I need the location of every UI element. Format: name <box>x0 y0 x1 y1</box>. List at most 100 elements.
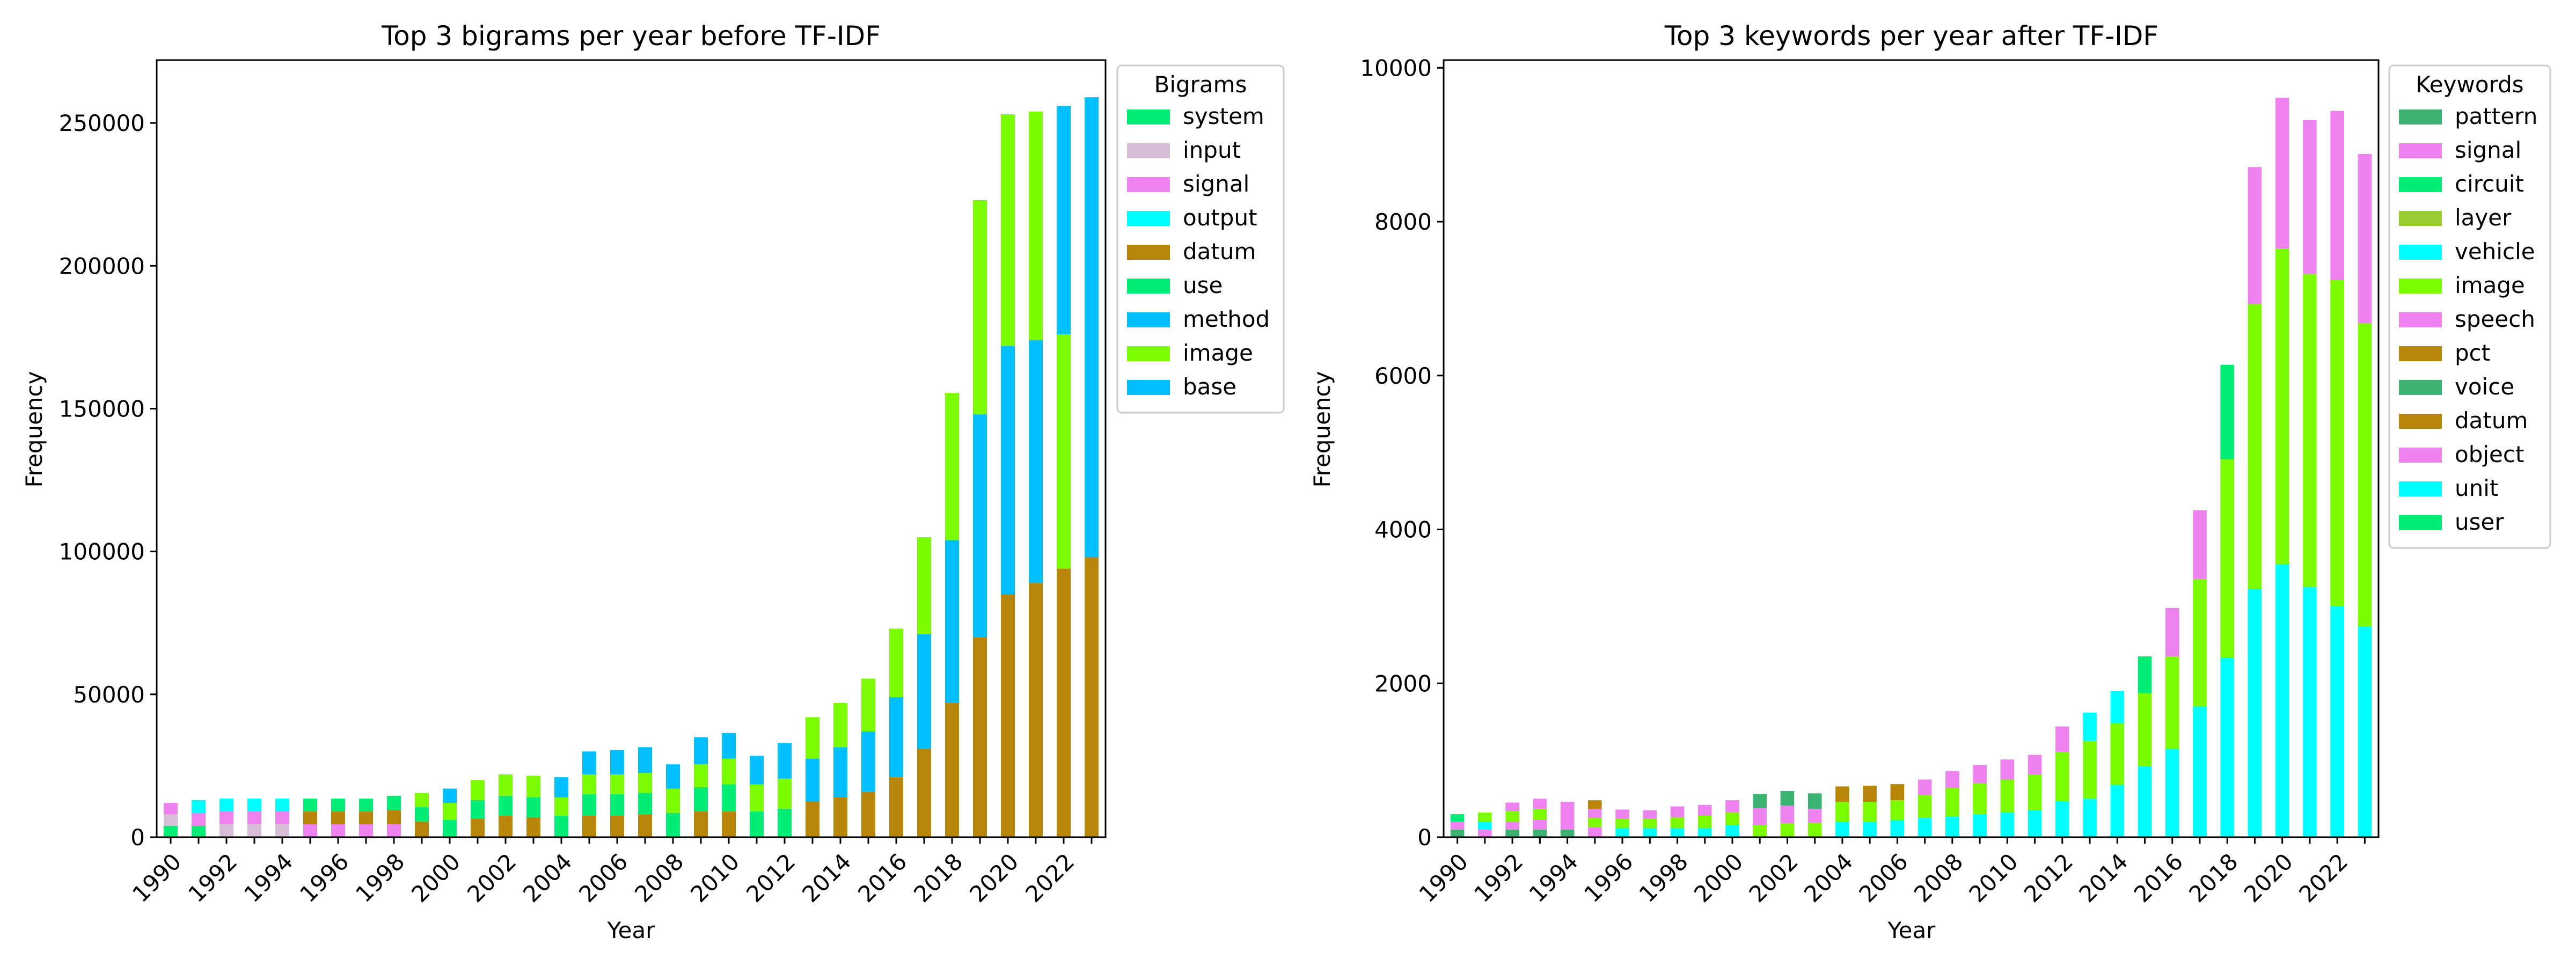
legend-label-circuit: circuit <box>2455 171 2524 197</box>
bar-segment-system-1990 <box>164 825 178 837</box>
bar-segment-speech-1996 <box>1615 809 1629 819</box>
chart-title: Top 3 keywords per year after TF-IDF <box>1664 20 2158 52</box>
bar-segment-image-2012 <box>2055 751 2069 801</box>
bar-segment-vehicle-2023 <box>2358 626 2372 837</box>
bar-segment-use-2007 <box>638 793 652 815</box>
bar-segment-vehicle-2022 <box>2330 606 2344 837</box>
bar-segment-output-1993 <box>247 799 261 812</box>
legend-title: Keywords <box>2416 71 2523 98</box>
x-tick-label: 1998 <box>1634 848 1693 908</box>
x-tick-label: 1990 <box>127 848 186 908</box>
bar-segment-image-2013 <box>806 717 819 759</box>
y-tick-label: 200000 <box>59 253 145 279</box>
bar-segment-vehicle-2010 <box>2000 813 2015 837</box>
bar-segment-speech-1994 <box>1560 802 1575 820</box>
bar-segment-vehicle-2007 <box>1918 818 1932 837</box>
x-tick-label: 2018 <box>909 848 968 908</box>
bar-segment-signal-1996 <box>331 824 345 837</box>
bar-segment-use-2010 <box>722 784 736 812</box>
bar-segment-use-2011 <box>750 811 764 837</box>
legend-swatch-signal <box>2399 143 2442 158</box>
bar-segment-image-2004 <box>554 797 568 816</box>
bar-segment-datum-2002 <box>499 816 513 837</box>
bar-segment-speech-2002 <box>1780 806 1795 824</box>
bar-segment-image-2005 <box>582 774 596 795</box>
bar-segment-datum-1998 <box>387 810 401 824</box>
bar-segment-vehicle-1991 <box>1478 822 1492 830</box>
legend-swatch-base <box>1127 380 1170 395</box>
legend-swatch-speech <box>2399 312 2442 327</box>
bar-segment-output-1994 <box>275 799 289 812</box>
bar-segment-vehicle-1996 <box>1615 828 1629 837</box>
bar-segment-signal-1992 <box>219 811 233 825</box>
bar-segment-datum-1997 <box>359 811 373 825</box>
bar-segment-base-2005 <box>582 751 596 774</box>
legend-label-base: base <box>1183 374 1236 400</box>
bar-segment-datum-2020 <box>1001 594 1015 837</box>
bar-segment-image-2007 <box>1918 795 1932 818</box>
legend-swatch-object <box>2399 448 2442 463</box>
bar-segment-base-2009 <box>694 737 708 765</box>
bar-segment-datum-2003 <box>526 817 540 837</box>
legend: Bigrams system input signal output datum use me… <box>1116 64 1285 414</box>
bar-segment-object-2020 <box>2275 98 2289 249</box>
x-tick-label: 2022 <box>2294 848 2353 908</box>
bar-segment-datum-2006 <box>1890 784 1905 801</box>
bar-segment-vehicle-1999 <box>1697 828 1712 837</box>
bar-segment-object-2012 <box>2055 726 2069 752</box>
bar-segment-base-2007 <box>638 747 652 773</box>
legend-label-object: object <box>2455 441 2524 467</box>
x-tick-label: 2014 <box>2074 848 2133 908</box>
bar-segment-vehicle-1998 <box>1670 828 1685 837</box>
bar-segment-base-2004 <box>554 777 568 797</box>
y-tick-label: 10000 <box>1360 55 1432 81</box>
bar-segment-base-2008 <box>666 764 680 789</box>
bar-segment-method-2023 <box>1085 97 1099 558</box>
x-tick-label: 2002 <box>462 848 521 908</box>
bar-segment-signal-1995 <box>303 824 317 837</box>
bar-segment-voice-2002 <box>1780 791 1795 806</box>
legend-label-image: image <box>2455 272 2525 298</box>
x-tick-label: 2000 <box>406 848 465 908</box>
bar-segment-image-2018 <box>945 393 959 540</box>
bar-segment-image-2015 <box>861 678 875 731</box>
legend-label-image: image <box>1183 340 1253 366</box>
x-tick-label: 1994 <box>1524 848 1583 908</box>
bar-segment-use-2012 <box>778 808 792 837</box>
x-tick-label: 1996 <box>1579 848 1638 908</box>
bar-segment-image-2023 <box>2358 323 2372 627</box>
bar-segment-use-1996 <box>331 799 345 812</box>
legend-label-input: input <box>1183 137 1241 163</box>
bar-segment-datum-2007 <box>638 814 652 837</box>
x-axis-label: Year <box>607 917 656 943</box>
bar-segment-image-2010 <box>2000 779 2015 813</box>
bar-segment-image-1992 <box>1505 811 1519 822</box>
plot-frame <box>156 59 1107 838</box>
bar-segment-vehicle-2019 <box>2248 588 2262 837</box>
bar-segment-image-2002 <box>1780 823 1795 837</box>
bar-segment-image-2003 <box>526 775 540 797</box>
x-tick-label: 2020 <box>2239 848 2298 908</box>
bar-segment-datum-1996 <box>331 811 345 825</box>
bar-segment-datum-2001 <box>471 818 485 837</box>
bar-segment-image-2001 <box>471 780 485 800</box>
bar-segment-signal-1990 <box>164 803 178 815</box>
bar-segment-use-1998 <box>387 795 401 810</box>
bar-segment-datum-2014 <box>833 797 847 837</box>
legend-title: Bigrams <box>1154 71 1247 98</box>
bar-segment-image-2014 <box>2110 723 2125 785</box>
bar-segment-speech-1998 <box>1670 806 1685 817</box>
bar-segment-use-2003 <box>526 797 540 817</box>
legend-label-datum: datum <box>1183 238 1256 265</box>
bar-segment-use-2004 <box>554 816 568 837</box>
bar-segment-vehicle-1997 <box>1643 828 1657 837</box>
bar-segment-signal-1991 <box>192 813 206 826</box>
bar-segment-signal-1992 <box>1505 822 1519 830</box>
bar-segment-vehicle-2014 <box>2110 785 2125 837</box>
bar-segment-datum-2009 <box>694 811 708 837</box>
bar-segment-vehicle-2012 <box>2055 801 2069 837</box>
legend-label-system: system <box>1183 103 1264 129</box>
bar-segment-pct-1995 <box>1588 800 1602 809</box>
x-tick-label: 1994 <box>239 848 298 908</box>
bar-segment-pattern-1993 <box>1533 829 1547 837</box>
